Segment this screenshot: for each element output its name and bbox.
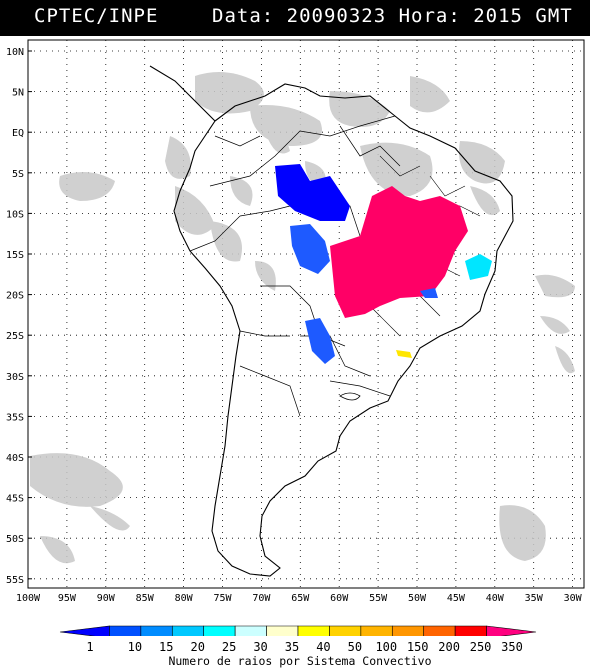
cluster-blue-small xyxy=(420,288,438,298)
scale-swatch xyxy=(109,625,142,636)
lon-label: 80W xyxy=(175,593,194,604)
scale-value: 30 xyxy=(253,640,268,654)
lon-label: 100W xyxy=(16,593,41,604)
lat-label: 55S xyxy=(6,575,24,586)
lon-label: 35W xyxy=(525,593,544,604)
lat-label: 50S xyxy=(6,534,24,545)
title-bar: CPTEC/INPE Data: 20090323 Hora: 2015 GMT xyxy=(0,0,590,36)
scale-value: 15 xyxy=(159,640,174,654)
lon-label: 30W xyxy=(564,593,583,604)
scale-value: 250 xyxy=(469,640,492,654)
scale-value: 1 xyxy=(86,640,94,654)
lightning-map: 10N5NEQ5S10S15S20S25S30S35S40S45S50S55S … xyxy=(6,39,585,636)
scale-swatch xyxy=(297,625,330,636)
scale-swatch xyxy=(391,625,425,636)
scale-value: 25 xyxy=(221,640,237,654)
scale-value: 150 xyxy=(406,640,429,654)
longitude-labels: 100W 95W 90W 85W 80W 75W 70W 65W 60W 55W 50W 45W 40W… xyxy=(16,593,583,604)
lat-label: 25S xyxy=(6,331,24,342)
lat-label: 10S xyxy=(6,209,24,220)
cluster-magenta-main xyxy=(330,186,468,318)
legend-caption: Numero de raios por Sistema Convectivo xyxy=(168,654,432,668)
cluster-dark-blue xyxy=(275,164,350,221)
scale-value: 350 xyxy=(501,640,523,654)
lat-label: 35S xyxy=(6,412,24,423)
lon-label: 55W xyxy=(369,593,388,604)
lat-label: 30S xyxy=(6,372,24,383)
lat-label: 20S xyxy=(6,291,24,302)
scale-value: 35 xyxy=(284,640,300,654)
latitude-labels: 10N 5N EQ 5S 10S 15S 20S 25S 30S 35S 40S 45S 50S 55S xyxy=(6,47,32,586)
lon-label: 95W xyxy=(58,593,77,604)
lon-label: 90W xyxy=(97,593,116,604)
scale-swatch xyxy=(486,625,537,636)
scale-swatch xyxy=(454,625,487,636)
lat-label: 15S xyxy=(6,250,24,261)
scale-value: 200 xyxy=(438,640,460,654)
scale-swatch xyxy=(329,625,362,636)
lat-label: EQ xyxy=(12,128,24,139)
lon-label: 45W xyxy=(447,593,466,604)
lightning-clusters xyxy=(275,164,492,364)
scale-swatch xyxy=(360,625,393,636)
color-scale xyxy=(59,625,537,636)
lat-label: 45S xyxy=(6,494,24,505)
lon-label: 85W xyxy=(136,593,155,604)
lon-label: 65W xyxy=(291,593,310,604)
scale-value: 50 xyxy=(347,640,363,654)
scale-value: 100 xyxy=(375,640,398,654)
scale-swatch xyxy=(203,625,236,636)
lat-label: 5S xyxy=(12,169,24,180)
cloud-cover xyxy=(30,72,575,564)
lat-label: 40S xyxy=(6,453,24,464)
lon-label: 40W xyxy=(486,593,505,604)
scale-value: 10 xyxy=(127,640,143,654)
lon-label: 50W xyxy=(408,593,427,604)
header-source: CPTEC/INPE xyxy=(34,5,159,27)
lon-label: 70W xyxy=(252,593,271,604)
scale-value: 20 xyxy=(190,640,205,654)
scale-swatch xyxy=(234,625,267,636)
scale-swatch xyxy=(59,625,110,636)
cluster-yellow xyxy=(396,350,412,358)
scale-swatch xyxy=(140,625,173,636)
coastline xyxy=(149,65,514,577)
scale-value: 40 xyxy=(316,640,331,654)
cluster-mid-blue-west xyxy=(290,224,330,274)
cluster-cyan xyxy=(465,254,492,280)
lon-label: 75W xyxy=(213,593,232,604)
scale-swatch xyxy=(171,625,205,636)
scale-swatch xyxy=(423,625,456,636)
lat-label: 10N xyxy=(6,47,24,58)
lon-label: 60W xyxy=(330,593,349,604)
scale-swatch xyxy=(266,625,299,636)
lat-label: 5N xyxy=(12,88,24,99)
header-datetime: Data: 20090323 Hora: 2015 GMT xyxy=(212,5,573,27)
falkland-islands xyxy=(339,392,361,401)
cluster-mid-blue-south xyxy=(305,318,335,364)
